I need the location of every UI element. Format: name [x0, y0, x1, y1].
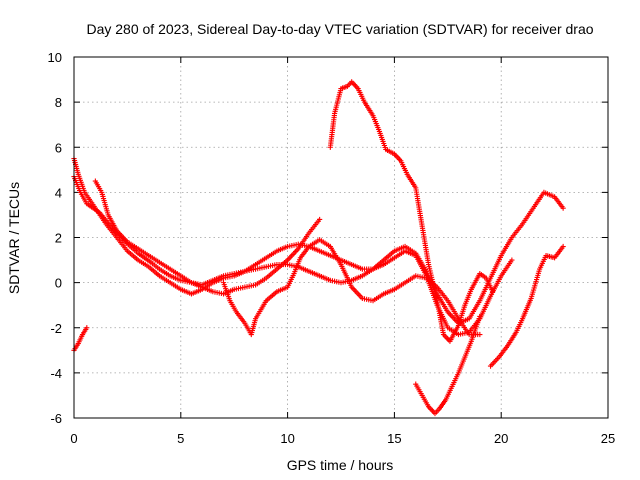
data-point — [490, 289, 496, 295]
x-tick-label: 20 — [494, 431, 508, 446]
y-tick-label: -6 — [50, 411, 62, 426]
x-tick-label: 5 — [177, 431, 184, 446]
data-point — [317, 216, 323, 223]
y-tick-label: 4 — [55, 185, 62, 200]
data-point — [477, 331, 483, 338]
data-point — [560, 243, 566, 250]
series-trace-5 — [327, 79, 496, 344]
data-point — [560, 205, 566, 211]
x-tick-label: 10 — [280, 431, 294, 446]
data-point — [509, 257, 515, 263]
y-tick-label: -4 — [50, 366, 62, 381]
x-tick-label: 25 — [601, 431, 615, 446]
y-tick-label: 6 — [55, 140, 62, 155]
tick-labels: 0 5 10 15 20 25 -6 -4 -2 0 2 4 6 8 10 — [48, 50, 616, 446]
chart-title: Day 280 of 2023, Sidereal Day-to-day VTE… — [86, 21, 593, 37]
plot-frame — [73, 56, 609, 419]
y-tick-label: 2 — [55, 231, 62, 246]
x-tick-label: 0 — [70, 431, 77, 446]
series-trace-7 — [487, 243, 566, 369]
series-trace-8 — [71, 325, 90, 353]
data-point — [84, 325, 90, 331]
y-tick-label: 10 — [48, 50, 62, 65]
y-tick-label: 8 — [55, 95, 62, 110]
x-axis-label: GPS time / hours — [287, 457, 394, 473]
y-axis-label: SDTVAR / TECUs — [6, 182, 22, 294]
y-tick-label: -2 — [50, 321, 62, 336]
data-point — [477, 313, 483, 320]
grid-lines — [73, 56, 609, 419]
y-tick-label: 0 — [55, 276, 62, 291]
data-points — [71, 79, 566, 417]
series-trace-4 — [220, 237, 483, 338]
x-tick-label: 15 — [387, 431, 401, 446]
series-trace-3 — [92, 178, 323, 297]
series-trace-6 — [413, 313, 483, 417]
